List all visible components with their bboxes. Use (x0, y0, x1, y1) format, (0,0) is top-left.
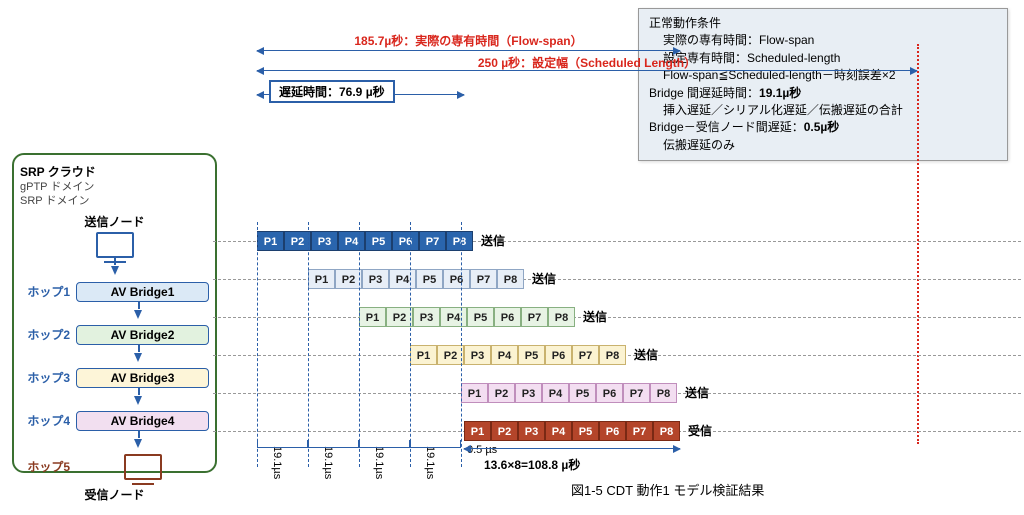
packet-cell: P8 (548, 307, 575, 327)
packet-cell: P5 (569, 383, 596, 403)
conditions-box: 正常動作条件 実際の専有時間：Flow-span 設定専有時間：Schedule… (638, 8, 1008, 161)
packet-cell: P2 (335, 269, 362, 289)
packet-cell: P6 (599, 421, 626, 441)
cond-line: Bridge－受信ノード間遅延：0.5µ秒 (649, 119, 997, 136)
packet-cell: P7 (470, 269, 497, 289)
laptop-icon (124, 454, 162, 480)
packet-cell: P3 (311, 231, 338, 251)
packet-cell: P5 (572, 421, 599, 441)
packet-cell: P5 (365, 231, 392, 251)
cond-line: 伝搬遅延のみ (649, 137, 997, 154)
packet-cell: P3 (518, 421, 545, 441)
timing-diagram: 正常動作条件 実際の専有時間：Flow-span 設定専有時間：Schedule… (241, 8, 1012, 507)
packet-cell: P8 (653, 421, 680, 441)
srp-cloud-panel: SRP クラウド gPTP ドメイン SRP ドメイン 送信ノード ホップ1 A… (12, 153, 217, 473)
packet-cell: P4 (491, 345, 518, 365)
packet-cell: P1 (257, 231, 284, 251)
packet-cell: P7 (419, 231, 446, 251)
hop-label: ホップ3 (20, 369, 70, 386)
receiver-label: 受信ノード (20, 486, 209, 503)
interval-label: 19.1µs (373, 446, 385, 479)
rx-label: 受信 (688, 422, 712, 439)
panel-sub2: SRP ドメイン (20, 194, 209, 208)
packet-cell: P8 (446, 231, 473, 251)
packet-cell: P6 (596, 383, 623, 403)
packet-cell: P4 (389, 269, 416, 289)
packet-cell: P1 (410, 345, 437, 365)
packet-cell: P8 (650, 383, 677, 403)
packet-cell: P7 (626, 421, 653, 441)
packet-cell: P3 (464, 345, 491, 365)
packet-cell: P5 (416, 269, 443, 289)
packet-cell: P2 (488, 383, 515, 403)
packet-cell: P1 (308, 269, 335, 289)
tx-label: 送信 (583, 308, 607, 325)
hop-label: ホップ1 (20, 283, 70, 300)
packet-cell: P5 (518, 345, 545, 365)
packet-cell: P6 (545, 345, 572, 365)
packet-cell: P4 (440, 307, 467, 327)
packet-cell: P7 (623, 383, 650, 403)
packet-cell: P7 (572, 345, 599, 365)
laptop-icon (96, 232, 134, 258)
scheduled-label: 250 µ秒：設定幅（Scheduled Length） (257, 54, 917, 71)
figure-caption: 図1-5 CDT 動作1 モデル検証結果 (571, 480, 764, 499)
packet-cell: P6 (443, 269, 470, 289)
interval-label: 19.1µs (271, 446, 283, 479)
packet-cell: P1 (461, 383, 488, 403)
packet-cell: P2 (491, 421, 518, 441)
interval-label: 19.1µs (424, 446, 436, 479)
packet-cell: P2 (386, 307, 413, 327)
calc-arrow (464, 448, 680, 449)
packet-cell: P7 (521, 307, 548, 327)
packet-cell: P2 (284, 231, 311, 251)
packet-cell: P4 (338, 231, 365, 251)
hop-label: ホップ2 (20, 326, 70, 343)
packet-cell: P4 (542, 383, 569, 403)
tx-label: 送信 (685, 384, 709, 401)
hop-label: ホップ4 (20, 412, 70, 429)
interval-label: 19.1µs (322, 446, 334, 479)
packet-cell: P1 (359, 307, 386, 327)
tx-label: 送信 (532, 270, 556, 287)
panel-title: SRP クラウド (20, 163, 209, 180)
cond-line: 正常動作条件 (649, 15, 997, 32)
bridge-box: AV Bridge3 (76, 368, 209, 388)
delay-label: 遅延時間：76.9 µ秒 (269, 80, 395, 103)
packet-cell: P6 (494, 307, 521, 327)
calc-label: 13.6×8=108.8 µ秒 (484, 456, 580, 473)
flow-span-arrow (257, 50, 680, 51)
packet-cell: P4 (545, 421, 572, 441)
packet-cell: P8 (497, 269, 524, 289)
last-gap-label: 0.5 µs (467, 444, 497, 456)
bridge-box: AV Bridge4 (76, 411, 209, 431)
packet-cell: P5 (467, 307, 494, 327)
cond-line: Bridge 間遅延時間：19.1µ秒 (649, 85, 997, 102)
packet-cell: P2 (437, 345, 464, 365)
packet-cell: P6 (392, 231, 419, 251)
packet-cell: P3 (362, 269, 389, 289)
packet-cell: P1 (464, 421, 491, 441)
flow-span-label: 185.7µ秒：実際の専有時間（Flow-span） (257, 32, 680, 49)
cond-line: 実際の専有時間：Flow-span (649, 32, 997, 49)
bridge-box: AV Bridge2 (76, 325, 209, 345)
sender-label: 送信ノード (84, 213, 144, 230)
cond-line: 挿入遅延／シリアル化遅延／伝搬遅延の合計 (649, 102, 997, 119)
panel-sub1: gPTP ドメイン (20, 180, 209, 194)
packet-cell: P3 (413, 307, 440, 327)
tx-label: 送信 (634, 346, 658, 363)
bridge-box: AV Bridge1 (76, 282, 209, 302)
hop-label: ホップ5 (20, 458, 70, 475)
packet-cell: P3 (515, 383, 542, 403)
tx-label: 送信 (481, 232, 505, 249)
packet-cell: P8 (599, 345, 626, 365)
